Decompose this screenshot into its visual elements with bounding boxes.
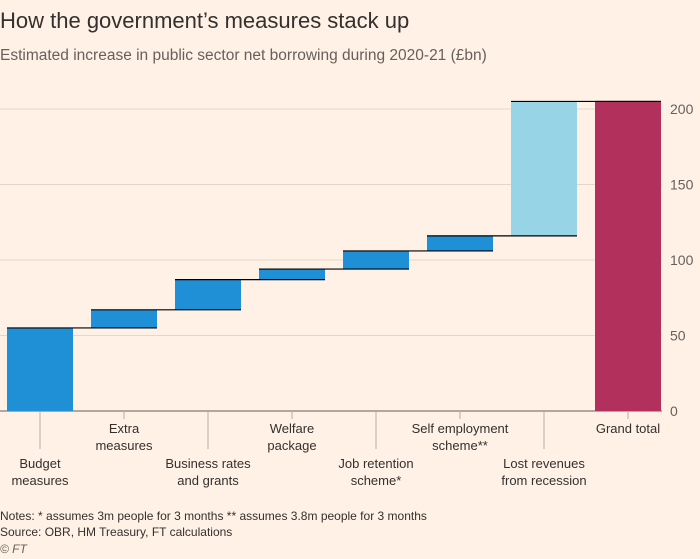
- category-label: Lost revenues: [503, 456, 585, 471]
- category-label: Business rates: [165, 456, 251, 471]
- category-label: package: [267, 438, 316, 453]
- category-label: Self employment: [412, 421, 509, 436]
- y-tick-label: 200: [670, 101, 694, 117]
- category-label: Grand total: [596, 421, 660, 436]
- y-tick-label: 0: [670, 403, 678, 419]
- bar-measures: [259, 269, 325, 280]
- y-tick-label: 50: [670, 328, 686, 344]
- bar-measures: [7, 327, 73, 411]
- bar-total: [595, 101, 661, 411]
- bar-measures: [427, 235, 493, 251]
- x-axis: Budget measures Extra measures Business rate…: [11, 411, 660, 488]
- category-label: Job retention: [338, 456, 413, 471]
- waterfall-chart: 0 50 100 150 200 Budget measures Extra measures…: [0, 100, 694, 488]
- bar-measures: [175, 279, 241, 310]
- y-axis: 0 50 100 150 200: [670, 101, 694, 419]
- category-label: scheme**: [432, 438, 488, 453]
- y-tick-label: 150: [670, 177, 694, 193]
- category-label: and grants: [177, 473, 239, 488]
- chart-subtitle: Estimated increase in public sector net …: [0, 47, 487, 64]
- category-label: scheme*: [351, 473, 402, 488]
- chart-notes: Notes: * assumes 3m people for 3 months …: [0, 509, 427, 523]
- copyright: © FT: [0, 542, 27, 556]
- connectors: [7, 100, 661, 329]
- category-label: measures: [11, 473, 69, 488]
- y-tick-label: 100: [670, 252, 694, 268]
- category-label: from recession: [501, 473, 586, 488]
- bar-measures: [91, 309, 157, 328]
- category-label: Welfare: [270, 421, 315, 436]
- chart-title: How the government’s measures stack up: [0, 8, 410, 33]
- category-label: measures: [95, 438, 153, 453]
- bar-measures: [343, 250, 409, 270]
- chart-source: Source: OBR, HM Treasury, FT calculation…: [0, 525, 233, 539]
- category-label: Budget: [19, 456, 61, 471]
- bars: [7, 101, 661, 411]
- category-label: Extra: [109, 421, 140, 436]
- bar-recession: [511, 101, 577, 236]
